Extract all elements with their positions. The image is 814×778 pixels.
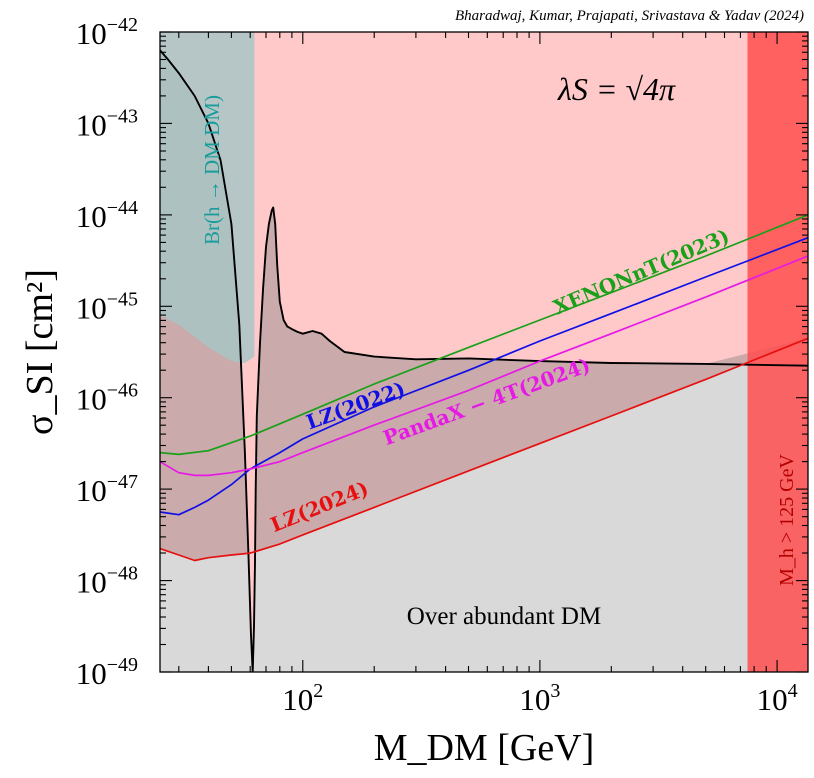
y-tick-label: 10−48: [76, 563, 138, 600]
axis-ticks: 102 103 104 10−42 10−43 10−44 10−45 10−46 10−47 1…: [76, 14, 808, 717]
y-axis-label: σ_SI [cm²]: [19, 269, 61, 435]
plot-frame: [159, 31, 809, 673]
credit-text: Bharadwaj, Kumar, Prajapati, Srivastava …: [455, 8, 804, 24]
y-tick-label: 10−43: [76, 105, 138, 142]
lz2024-excluded-overlap: [160, 50, 808, 561]
over-abundant-label: Over abundant DM: [407, 603, 601, 630]
higgs-invisible-region: [160, 32, 255, 363]
coupling-annotation: λS = √4π: [557, 71, 676, 107]
y-tick-label: 10−42: [76, 14, 138, 51]
mh-region-label: M_h > 125 GeV: [776, 454, 798, 586]
y-tick-label: 10−49: [76, 654, 138, 691]
x-axis-label: M_DM [GeV]: [374, 727, 595, 769]
y-tick-label: 10−45: [76, 288, 138, 325]
relic-density-line: [160, 49, 808, 672]
series-lines: [160, 49, 808, 672]
x-tick-label: 103: [519, 680, 560, 717]
lz-2022-line: [160, 236, 808, 516]
y-tick-label: 10−46: [76, 380, 138, 417]
x-tick-label: 102: [282, 680, 323, 717]
br-region-label: Br(h → DM DM): [200, 95, 224, 245]
lz-2024-line: [160, 337, 808, 562]
y-tick-label: 10−44: [76, 197, 138, 234]
y-tick-label: 10−47: [76, 471, 138, 508]
pandax-4t-2024-line: [160, 255, 808, 477]
x-tick-label: 104: [757, 680, 798, 717]
xenonnt-2023-line: [160, 214, 808, 456]
higgs-mass-region: [747, 32, 808, 672]
